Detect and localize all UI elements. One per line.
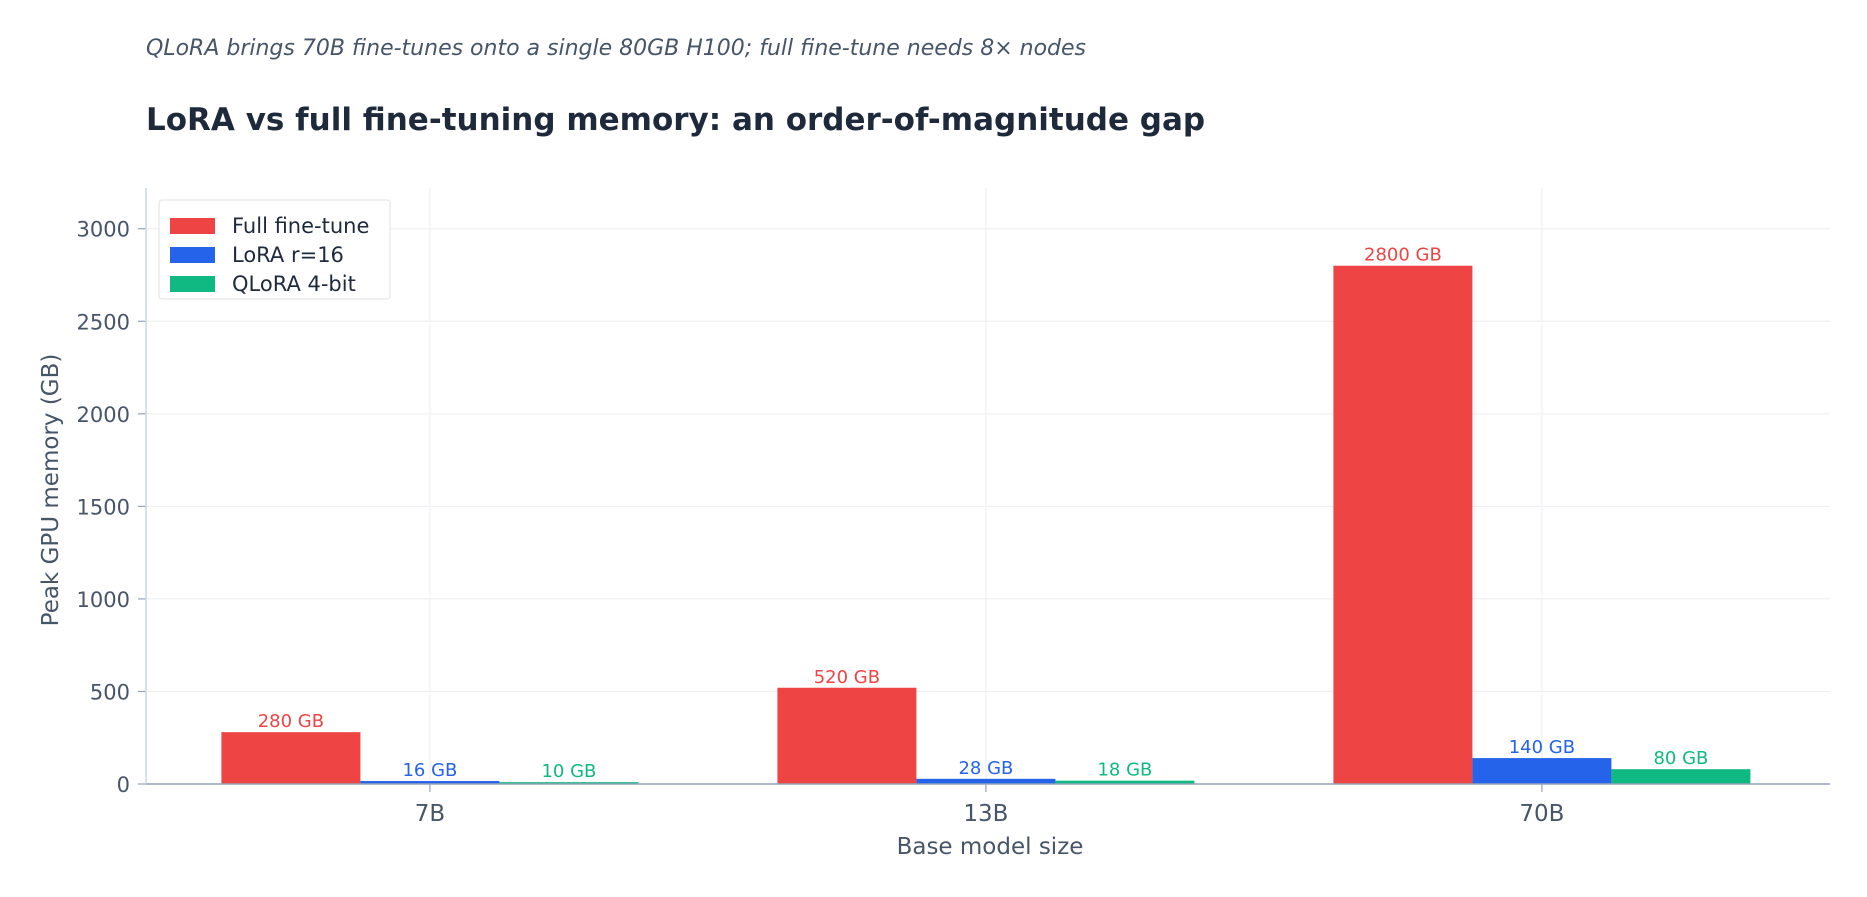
bar-value-labels: 280 GB 520 GB 2800 GB 16 GB 28 GB 140 GB 10 GB… (258, 245, 1709, 782)
legend-box (158, 199, 391, 300)
x-axis-title: Base model size (897, 834, 1084, 860)
bar-value-label: 28 GB (958, 758, 1013, 779)
bar-value-label: 520 GB (814, 667, 880, 688)
bar-value-label: 280 GB (258, 711, 324, 732)
legend: Full fine-tune LoRA r=16 QLoRA 4-bit (158, 199, 391, 300)
bar (221, 732, 361, 784)
x-tick-label: 7B (415, 801, 445, 827)
y-axis-title: Peak GPU memory (GB) (38, 354, 64, 627)
bar (1333, 265, 1473, 784)
legend-swatch (170, 247, 215, 263)
axes: 0 500 1000 1500 2000 2500 3000 7B 13B 70B Base mod… (38, 188, 1830, 860)
bar (1055, 780, 1195, 784)
bar (777, 687, 917, 784)
legend-label: QLoRA 4-bit (232, 272, 356, 296)
y-tick-label: 500 (90, 680, 130, 704)
bar-value-label: 140 GB (1509, 737, 1575, 758)
bar (360, 781, 500, 784)
bar-value-label: 16 GB (402, 760, 457, 781)
legend-label: LoRA r=16 (232, 243, 344, 267)
chart-title: LoRA vs full fine-tuning memory: an orde… (146, 102, 1206, 138)
bar (1472, 758, 1612, 784)
y-tick-label: 1000 (77, 588, 130, 612)
bar-value-label: 18 GB (1097, 760, 1152, 781)
y-tick-label: 0 (117, 773, 130, 797)
legend-swatch (170, 276, 215, 292)
y-tick-label: 1500 (77, 495, 130, 519)
chart-subtitle: QLoRA brings 70B fine-tunes onto a singl… (146, 36, 1087, 61)
y-tick-label: 2500 (77, 310, 130, 334)
y-tick-label: 2000 (77, 403, 130, 427)
bar-value-label: 80 GB (1653, 748, 1708, 769)
bar (916, 778, 1056, 784)
bar-value-label: 10 GB (541, 761, 596, 782)
legend-swatch (170, 218, 215, 234)
y-tick-label: 3000 (77, 218, 130, 242)
x-tick-label: 70B (1519, 801, 1564, 827)
bar-value-label: 2800 GB (1364, 245, 1442, 266)
x-tick-label: 13B (963, 801, 1008, 827)
bars (221, 265, 1751, 784)
bar (1611, 769, 1751, 784)
grid-lines (146, 188, 1830, 784)
legend-label: Full fine-tune (232, 214, 369, 238)
bar (499, 782, 639, 784)
